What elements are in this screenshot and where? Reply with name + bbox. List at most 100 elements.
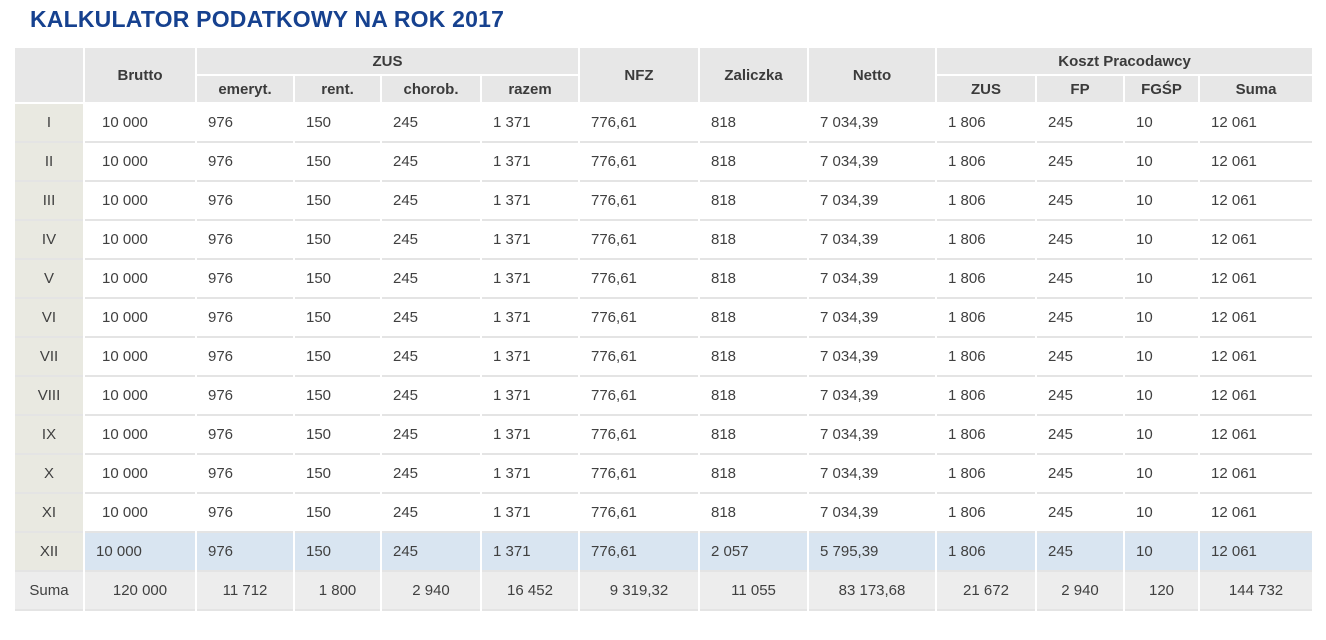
- header-corner-cell: [15, 48, 83, 102]
- table-body: I 10 000 976 150 245 1 371 776,61 818 7 034,39 1 …: [15, 104, 1313, 609]
- header-row-sub: emeryt. rent. chorob. razem ZUS FP FGŚP …: [15, 76, 1313, 102]
- cell-row-VIII-0: 10 000: [85, 377, 195, 414]
- cell-row-VII-0: 10 000: [85, 338, 195, 375]
- cell-row-V-1: 976: [197, 260, 293, 297]
- sum-label-cell: Suma: [15, 572, 83, 609]
- cell-row-XI-9: 245: [1037, 494, 1123, 531]
- cell-row-III-1: 976: [197, 182, 293, 219]
- header-kp-zus: ZUS: [937, 76, 1035, 102]
- row-X: X 10 000 976 150 245 1 371 776,61 818 7 034,39 1 …: [15, 455, 1313, 492]
- cell-row-V-2: 150: [295, 260, 380, 297]
- cell-row-I-7: 7 034,39: [809, 104, 935, 141]
- cell-row-suma-2: 1 800: [295, 572, 380, 609]
- header-zus-emeryt: emeryt.: [197, 76, 293, 102]
- cell-row-VII-6: 818: [700, 338, 807, 375]
- cell-row-I-5: 776,61: [580, 104, 698, 141]
- month-cell-II: II: [15, 143, 83, 180]
- cell-row-VIII-8: 1 806: [937, 377, 1035, 414]
- cell-row-IV-6: 818: [700, 221, 807, 258]
- cell-row-XII-5: 776,61: [580, 533, 698, 570]
- cell-row-XI-6: 818: [700, 494, 807, 531]
- cell-row-I-10: 10: [1125, 104, 1198, 141]
- cell-row-suma-8: 21 672: [937, 572, 1035, 609]
- cell-row-III-0: 10 000: [85, 182, 195, 219]
- cell-row-XI-1: 976: [197, 494, 293, 531]
- header-zus-rent: rent.: [295, 76, 380, 102]
- row-XII: XII 10 000 976 150 245 1 371 776,61 2 057 5 795,…: [15, 533, 1313, 570]
- cell-row-XI-10: 10: [1125, 494, 1198, 531]
- cell-row-IV-9: 245: [1037, 221, 1123, 258]
- month-cell-III: III: [15, 182, 83, 219]
- cell-row-V-7: 7 034,39: [809, 260, 935, 297]
- cell-row-V-5: 776,61: [580, 260, 698, 297]
- cell-row-IX-10: 10: [1125, 416, 1198, 453]
- cell-row-VIII-3: 245: [382, 377, 480, 414]
- row-VII: VII 10 000 976 150 245 1 371 776,61 818 7 034,39…: [15, 338, 1313, 375]
- cell-row-III-5: 776,61: [580, 182, 698, 219]
- cell-row-X-2: 150: [295, 455, 380, 492]
- cell-row-X-4: 1 371: [482, 455, 578, 492]
- cell-row-I-6: 818: [700, 104, 807, 141]
- cell-row-VIII-7: 7 034,39: [809, 377, 935, 414]
- row-VIII: VIII 10 000 976 150 245 1 371 776,61 818 7 034,3…: [15, 377, 1313, 414]
- header-zaliczka: Zaliczka: [700, 48, 807, 102]
- row-I: I 10 000 976 150 245 1 371 776,61 818 7 034,39 1 …: [15, 104, 1313, 141]
- cell-row-II-7: 7 034,39: [809, 143, 935, 180]
- cell-row-X-10: 10: [1125, 455, 1198, 492]
- cell-row-X-9: 245: [1037, 455, 1123, 492]
- cell-row-IV-0: 10 000: [85, 221, 195, 258]
- header-group-koszt-pracodawcy: Koszt Pracodawcy: [937, 48, 1313, 74]
- cell-row-X-7: 7 034,39: [809, 455, 935, 492]
- cell-row-XI-7: 7 034,39: [809, 494, 935, 531]
- header-netto: Netto: [809, 48, 935, 102]
- cell-row-XII-0: 10 000: [85, 533, 195, 570]
- cell-row-I-1: 976: [197, 104, 293, 141]
- cell-row-X-3: 245: [382, 455, 480, 492]
- cell-row-X-11: 12 061: [1200, 455, 1313, 492]
- cell-row-suma-7: 83 173,68: [809, 572, 935, 609]
- cell-row-I-11: 12 061: [1200, 104, 1313, 141]
- cell-row-VII-11: 12 061: [1200, 338, 1313, 375]
- cell-row-XII-10: 10: [1125, 533, 1198, 570]
- cell-row-IX-1: 976: [197, 416, 293, 453]
- cell-row-II-5: 776,61: [580, 143, 698, 180]
- cell-row-I-4: 1 371: [482, 104, 578, 141]
- cell-row-VI-0: 10 000: [85, 299, 195, 336]
- cell-row-III-3: 245: [382, 182, 480, 219]
- cell-row-III-6: 818: [700, 182, 807, 219]
- cell-row-XII-9: 245: [1037, 533, 1123, 570]
- cell-row-IX-7: 7 034,39: [809, 416, 935, 453]
- cell-row-V-3: 245: [382, 260, 480, 297]
- cell-row-XI-11: 12 061: [1200, 494, 1313, 531]
- cell-row-III-2: 150: [295, 182, 380, 219]
- cell-row-III-9: 245: [1037, 182, 1123, 219]
- cell-row-VIII-2: 150: [295, 377, 380, 414]
- header-brutto: Brutto: [85, 48, 195, 102]
- cell-row-VI-11: 12 061: [1200, 299, 1313, 336]
- month-cell-IX: IX: [15, 416, 83, 453]
- cell-row-IV-11: 12 061: [1200, 221, 1313, 258]
- cell-row-IV-5: 776,61: [580, 221, 698, 258]
- cell-row-VI-5: 776,61: [580, 299, 698, 336]
- cell-row-II-8: 1 806: [937, 143, 1035, 180]
- month-cell-VIII: VIII: [15, 377, 83, 414]
- cell-row-III-8: 1 806: [937, 182, 1035, 219]
- month-cell-V: V: [15, 260, 83, 297]
- cell-row-VI-8: 1 806: [937, 299, 1035, 336]
- cell-row-VIII-1: 976: [197, 377, 293, 414]
- cell-row-IV-3: 245: [382, 221, 480, 258]
- cell-row-XI-0: 10 000: [85, 494, 195, 531]
- cell-row-VII-7: 7 034,39: [809, 338, 935, 375]
- cell-row-X-8: 1 806: [937, 455, 1035, 492]
- month-cell-IV: IV: [15, 221, 83, 258]
- cell-row-IX-6: 818: [700, 416, 807, 453]
- header-kp-fp: FP: [1037, 76, 1123, 102]
- cell-row-suma-6: 11 055: [700, 572, 807, 609]
- cell-row-VI-1: 976: [197, 299, 293, 336]
- cell-row-VII-3: 245: [382, 338, 480, 375]
- header-kp-fgsp: FGŚP: [1125, 76, 1198, 102]
- cell-row-I-0: 10 000: [85, 104, 195, 141]
- page-title: KALKULATOR PODATKOWY NA ROK 2017: [30, 6, 505, 32]
- cell-row-VII-10: 10: [1125, 338, 1198, 375]
- row-III: III 10 000 976 150 245 1 371 776,61 818 7 034,39…: [15, 182, 1313, 219]
